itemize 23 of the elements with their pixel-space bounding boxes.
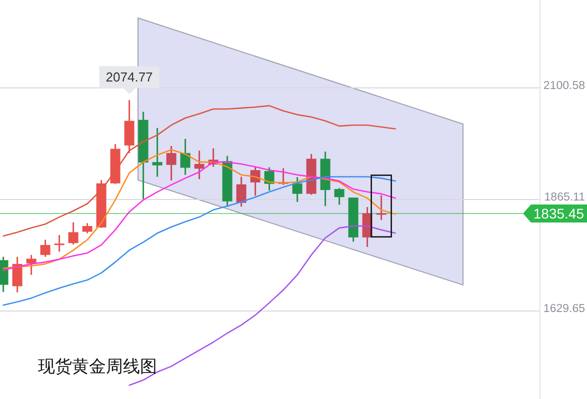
- candlestick: [236, 176, 246, 208]
- candlestick: [376, 194, 386, 221]
- line-series: [2, 176, 396, 306]
- candlestick: [166, 145, 176, 182]
- candlestick: [334, 187, 344, 206]
- candlestick: [250, 166, 260, 196]
- candlestick: [180, 138, 190, 176]
- ref-line-label: 1835.45: [533, 206, 584, 222]
- y-tick-label: 1629.65: [543, 303, 585, 316]
- text: 现货黄金周线图: [38, 357, 157, 376]
- candlestick: [82, 222, 92, 234]
- y-tick-label: 1865.11: [544, 191, 585, 204]
- candlestick: [194, 150, 204, 180]
- candlestick: [152, 127, 162, 178]
- candlestick: [292, 176, 302, 203]
- candlestick: [40, 239, 50, 258]
- annotation: 2074.77: [106, 70, 153, 85]
- candlestick: [68, 221, 78, 246]
- candlestick: [12, 256, 22, 294]
- y-tick-label: 2100.58: [543, 80, 585, 92]
- candlestick: [264, 166, 274, 192]
- candlestick: [54, 234, 64, 252]
- candlestick: [26, 254, 36, 276]
